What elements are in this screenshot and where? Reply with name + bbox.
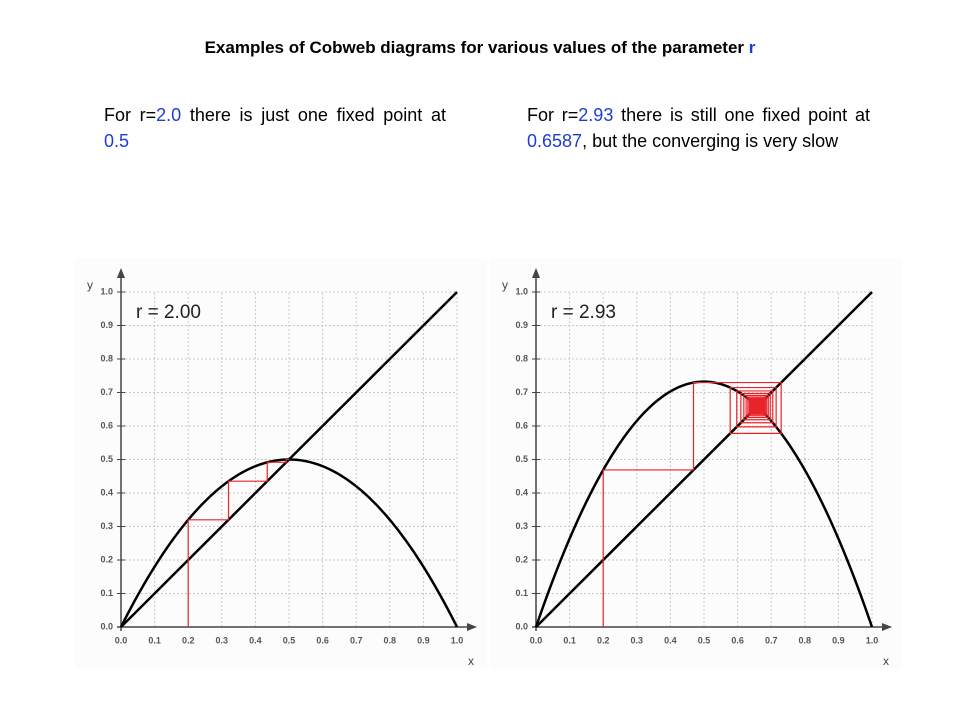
x-tick-label: 0.6 — [731, 635, 744, 645]
y-tick-label: 0.7 — [515, 387, 528, 397]
y-tick-label: 0.5 — [100, 454, 113, 464]
title-text: Examples of Cobweb diagrams for various … — [204, 38, 745, 57]
x-tick-label: 1.0 — [451, 635, 464, 645]
x-tick-label: 0.4 — [664, 635, 677, 645]
x-tick-label: 0.5 — [283, 635, 296, 645]
y-tick-label: 0.3 — [100, 521, 113, 531]
text: there is just one fixed point at — [181, 105, 446, 125]
y-tick-label: 0.6 — [515, 420, 528, 430]
y-tick-label: 0.6 — [100, 420, 113, 430]
y-tick-label: 0.8 — [515, 353, 528, 363]
x-tick-label: 0.7 — [765, 635, 778, 645]
x-tick-label: 0.7 — [350, 635, 363, 645]
panel — [75, 258, 487, 668]
y-axis-label: y — [87, 278, 93, 292]
y-tick-label: 0.2 — [100, 554, 113, 564]
title-param: r — [748, 38, 756, 57]
y-tick-label: 0.0 — [100, 621, 113, 631]
y-tick-label: 0.7 — [100, 387, 113, 397]
x-tick-label: 0.8 — [384, 635, 397, 645]
x-tick-label: 0.4 — [249, 635, 262, 645]
text: For r= — [104, 105, 157, 125]
y-tick-label: 0.1 — [100, 588, 113, 598]
y-arrow — [117, 268, 125, 278]
value: 0.5 — [104, 131, 130, 151]
value: 0.6587 — [527, 131, 583, 151]
y-tick-label: 0.8 — [100, 353, 113, 363]
x-tick-label: 0.2 — [597, 635, 610, 645]
y-tick-label: 0.9 — [515, 320, 528, 330]
title: Examples of Cobweb diagrams for various … — [0, 38, 960, 58]
logistic-curve — [534, 380, 874, 628]
y-tick-label: 1.0 — [100, 286, 113, 296]
x-tick-label: 0.1 — [148, 635, 161, 645]
text: For r= — [527, 105, 579, 125]
value: 2.93 — [578, 105, 614, 125]
x-tick-label: 0.3 — [631, 635, 644, 645]
y-tick-label: 0.3 — [515, 521, 528, 531]
value: 2.0 — [156, 105, 182, 125]
y-arrow — [532, 268, 540, 278]
x-arrow — [467, 623, 477, 631]
panel — [490, 258, 902, 668]
y-tick-label: 0.0 — [515, 621, 528, 631]
y-tick-label: 1.0 — [515, 286, 528, 296]
annotation: r = 2.93 — [551, 302, 616, 323]
y-tick-label: 0.9 — [100, 320, 113, 330]
x-tick-label: 0.0 — [530, 635, 543, 645]
y-tick-label: 0.4 — [515, 487, 528, 497]
x-tick-label: 1.0 — [866, 635, 879, 645]
x-tick-label: 0.1 — [563, 635, 576, 645]
y-axis-label: y — [502, 278, 508, 292]
x-tick-label: 0.2 — [182, 635, 195, 645]
x-axis-label: x — [883, 654, 889, 668]
x-tick-label: 0.9 — [417, 635, 430, 645]
x-tick-label: 0.3 — [216, 635, 229, 645]
y-tick-label: 0.1 — [515, 588, 528, 598]
cobweb — [187, 458, 290, 627]
annotation: r = 2.00 — [136, 302, 201, 323]
x-tick-label: 0.5 — [698, 635, 711, 645]
x-tick-label: 0.6 — [316, 635, 329, 645]
caption: For r=2.0 there is just one fixed point … — [104, 102, 446, 154]
x-tick-label: 0.0 — [115, 635, 128, 645]
y-tick-label: 0.2 — [515, 554, 528, 564]
x-tick-label: 0.8 — [799, 635, 812, 645]
diagonal — [535, 291, 873, 628]
y-tick-label: 0.5 — [515, 454, 528, 464]
x-tick-label: 0.9 — [832, 635, 845, 645]
caption: For r=2.93 there is still one fixed poin… — [527, 102, 870, 154]
y-tick-label: 0.4 — [100, 487, 113, 497]
cobweb — [602, 381, 782, 627]
x-axis-label: x — [468, 654, 474, 668]
text: there is still one fixed point at — [613, 105, 870, 125]
x-arrow — [882, 623, 892, 631]
text: , but the converging is very slow — [582, 131, 839, 151]
